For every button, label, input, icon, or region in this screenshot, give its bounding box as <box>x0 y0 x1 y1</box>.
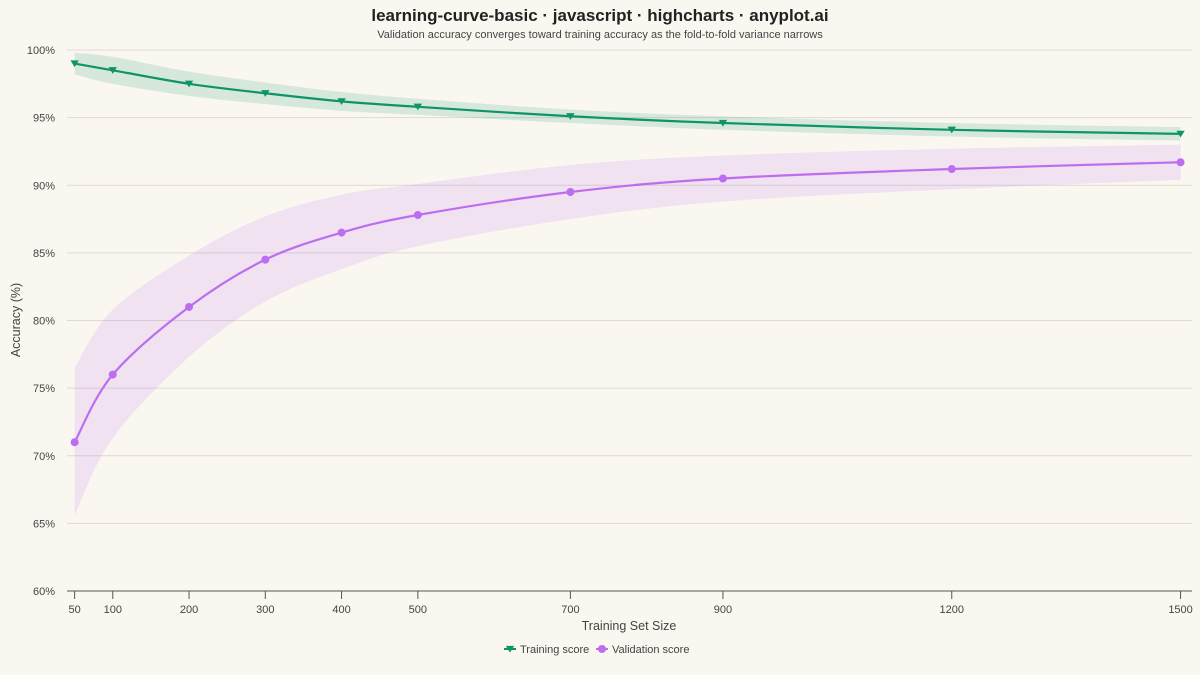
legend-label: Training score <box>520 644 589 656</box>
x-tick-label: 1500 <box>1168 604 1192 616</box>
validation-score-point[interactable] <box>947 165 956 174</box>
legend[interactable]: Training score Validation score <box>504 644 689 656</box>
axes: 60% 65% 70% 75% 80% 85% 90% 95% 100% 50 100 200 300 4… <box>27 45 1193 616</box>
x-tick-label: 500 <box>409 604 427 616</box>
y-tick-label: 60% <box>33 586 55 598</box>
training-score-point[interactable] <box>413 103 423 111</box>
x-tick-label: 100 <box>104 604 122 616</box>
training-score-point[interactable] <box>70 60 79 68</box>
y-tick-label: 80% <box>33 316 55 328</box>
validation-score-point[interactable] <box>261 255 270 264</box>
validation-score-point[interactable] <box>413 211 422 220</box>
training-score-point[interactable] <box>718 119 728 127</box>
y-tick-label: 85% <box>33 248 55 260</box>
x-tick-label: 900 <box>714 604 732 616</box>
validation-score-point[interactable] <box>337 228 346 237</box>
validation-score-point[interactable] <box>185 302 194 311</box>
x-tick-label: 50 <box>69 604 81 616</box>
training-score-point[interactable] <box>947 126 956 134</box>
y-tick-label: 90% <box>33 180 55 192</box>
y-tick-label: 75% <box>33 383 55 395</box>
x-tick-label: 300 <box>256 604 274 616</box>
y-axis-title: Accuracy (%) <box>9 283 23 357</box>
chart-title: learning-curve-basic · javascript · high… <box>371 6 828 25</box>
validation-score-point[interactable] <box>718 174 727 183</box>
training-score-point[interactable] <box>566 113 575 120</box>
training-score-point[interactable] <box>1176 130 1185 138</box>
training-score-point[interactable] <box>108 67 117 74</box>
validation-score-point[interactable] <box>108 370 117 379</box>
validation-score-point[interactable] <box>566 188 575 197</box>
x-tick-label: 700 <box>561 604 579 616</box>
legend-label: Validation score <box>612 644 689 656</box>
y-tick-label: 95% <box>33 113 55 125</box>
legend-item-training-score[interactable]: Training score <box>504 644 589 656</box>
training-score-point[interactable] <box>184 80 194 88</box>
x-tick-label: 1200 <box>940 604 964 616</box>
validation-score-point[interactable] <box>70 438 79 447</box>
x-tick-label: 400 <box>332 604 350 616</box>
confidence-bands <box>74 52 1181 516</box>
training-score-band <box>74 52 1181 141</box>
legend-item-validation-score[interactable]: Validation score <box>596 644 689 656</box>
y-tick-label: 70% <box>33 451 55 463</box>
training-score-point[interactable] <box>337 98 346 105</box>
y-tick-label: 65% <box>33 518 55 530</box>
legend-marker <box>505 645 515 653</box>
legend-marker <box>598 645 606 653</box>
validation-score-point[interactable] <box>1176 158 1185 167</box>
training-score-point[interactable] <box>261 90 270 97</box>
chart-subtitle: Validation accuracy converges toward tra… <box>377 29 823 41</box>
series-markers <box>70 60 1185 447</box>
validation-score-band <box>74 144 1181 516</box>
x-tick-label: 200 <box>180 604 198 616</box>
validation-score-line <box>73 161 1181 443</box>
y-tick-label: 100% <box>27 45 55 57</box>
x-axis-title: Training Set Size <box>582 619 677 633</box>
